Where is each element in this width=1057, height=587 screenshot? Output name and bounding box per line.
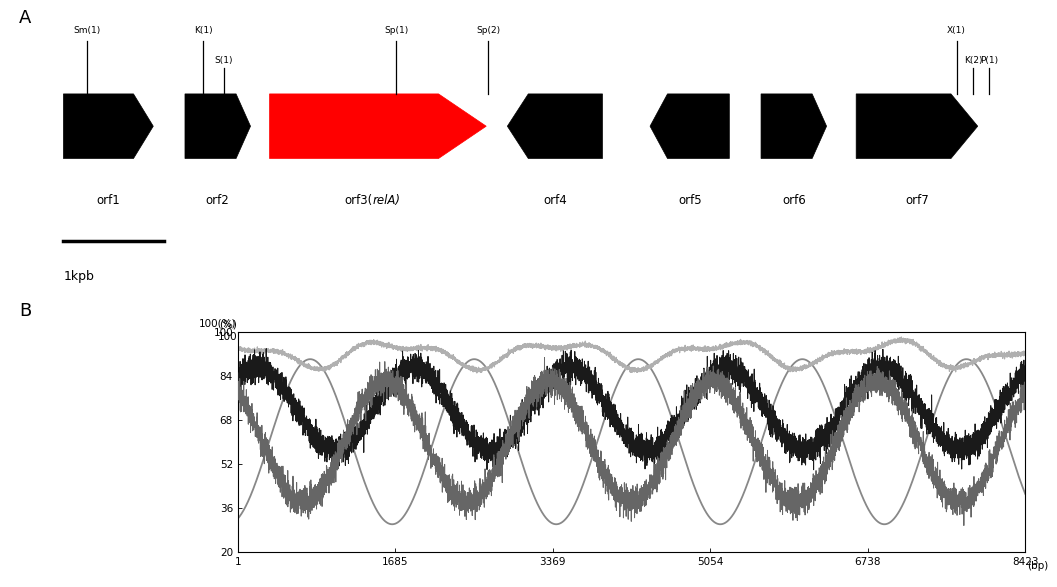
- FancyArrow shape: [63, 94, 153, 158]
- Text: (bp): (bp): [1026, 561, 1049, 571]
- FancyArrow shape: [185, 94, 251, 158]
- Text: orf1: orf1: [96, 194, 120, 207]
- Text: 100: 100: [218, 332, 237, 342]
- Text: relA): relA): [372, 194, 401, 207]
- Text: Sp(1): Sp(1): [385, 26, 408, 35]
- FancyArrow shape: [761, 94, 827, 158]
- Text: S(1): S(1): [215, 56, 234, 65]
- Text: X(1): X(1): [947, 26, 966, 35]
- Text: orf5: orf5: [678, 194, 702, 207]
- Text: 1kpb: 1kpb: [63, 270, 94, 283]
- Text: orf2: orf2: [206, 194, 229, 207]
- FancyArrow shape: [650, 94, 729, 158]
- Text: P(1): P(1): [980, 56, 999, 65]
- Text: orf6: orf6: [782, 194, 805, 207]
- Text: K(1): K(1): [193, 26, 212, 35]
- Text: K(2): K(2): [964, 56, 983, 65]
- FancyArrow shape: [856, 94, 978, 158]
- Text: orf7: orf7: [905, 194, 929, 207]
- Text: (%): (%): [219, 319, 237, 329]
- Text: orf4: orf4: [543, 194, 567, 207]
- Text: Sp(2): Sp(2): [477, 26, 500, 35]
- Text: 100(%): 100(%): [199, 318, 237, 328]
- Text: Sm(1): Sm(1): [73, 26, 100, 35]
- Text: B: B: [19, 302, 32, 321]
- FancyArrow shape: [507, 94, 602, 158]
- Text: orf3(: orf3(: [345, 194, 372, 207]
- FancyArrow shape: [270, 94, 486, 158]
- Text: A: A: [19, 9, 32, 27]
